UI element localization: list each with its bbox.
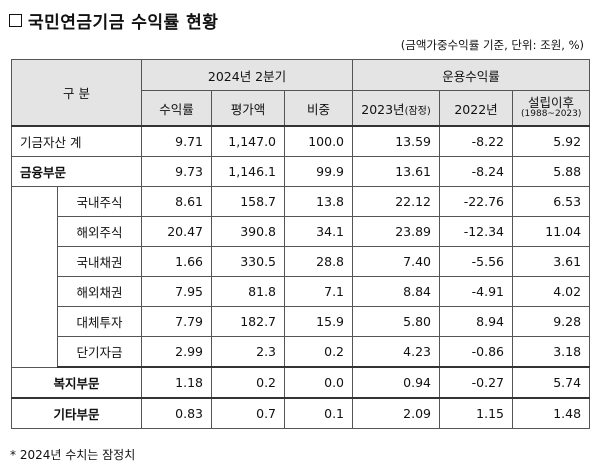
unit-note: (금액가중수익률 기준, 단위: 조원, %) xyxy=(400,38,584,52)
table-row: 금융부문 9.73 1,146.1 99.9 13.61 -8.24 5.88 xyxy=(10,156,591,187)
table-row: 국내주식 8.61 158.7 13.8 22.12 -22.76 6.53 xyxy=(11,186,591,368)
returns-table: 구 분 2024년 2분기 운용수익률 수익률 평가액 비중 2023년(잠정)… xyxy=(10,59,591,429)
table-row: 해외채권 7.95 81.8 7.1 8.84 -4.91 4.02 xyxy=(12,276,591,307)
header-col-value: 평가액 xyxy=(211,90,286,127)
table-row: 기금자산 계 9.71 1,147.0 100.0 13.59 -8.22 5.… xyxy=(10,125,591,157)
table-row: 단기자금 2.99 2.3 0.2 4.23 -0.86 3.18 xyxy=(12,336,591,368)
footnote: * 2024년 수치는 잠정치 xyxy=(10,448,136,462)
header-category: 구 분 xyxy=(10,59,143,127)
checkbox-square-icon xyxy=(9,14,22,27)
table-row: 해외주식 20.47 390.8 34.1 23.89 -12.34 11.04 xyxy=(12,216,591,247)
table-row: 대체투자 7.79 182.7 15.9 5.80 8.94 9.28 xyxy=(12,306,591,337)
header-col-return: 수익률 xyxy=(141,90,213,127)
subgroup-indent xyxy=(11,186,58,368)
table-row: 기타부문 0.83 0.7 0.1 2.09 1.15 1.48 xyxy=(10,397,591,429)
table-row: 복지부문 1.18 0.2 0.0 0.94 -0.27 5.74 xyxy=(10,366,591,399)
header-col-weight: 비중 xyxy=(284,90,354,127)
header-col-2022: 2022년 xyxy=(439,90,514,127)
header-col-since: 설립이후 (1988~2023) xyxy=(512,90,591,127)
header-col-2023: 2023년(잠정) xyxy=(352,90,441,127)
header-group-return: 운용수익률 xyxy=(352,59,591,91)
page-title-text: 국민연금기금 수익률 현황 xyxy=(28,13,219,33)
header-group-2024: 2024년 2분기 xyxy=(141,59,354,91)
page-title: 국민연금기금 수익률 현황 xyxy=(9,8,218,33)
table-row: 국내채권 1.66 330.5 28.8 7.40 -5.56 3.61 xyxy=(12,246,591,277)
